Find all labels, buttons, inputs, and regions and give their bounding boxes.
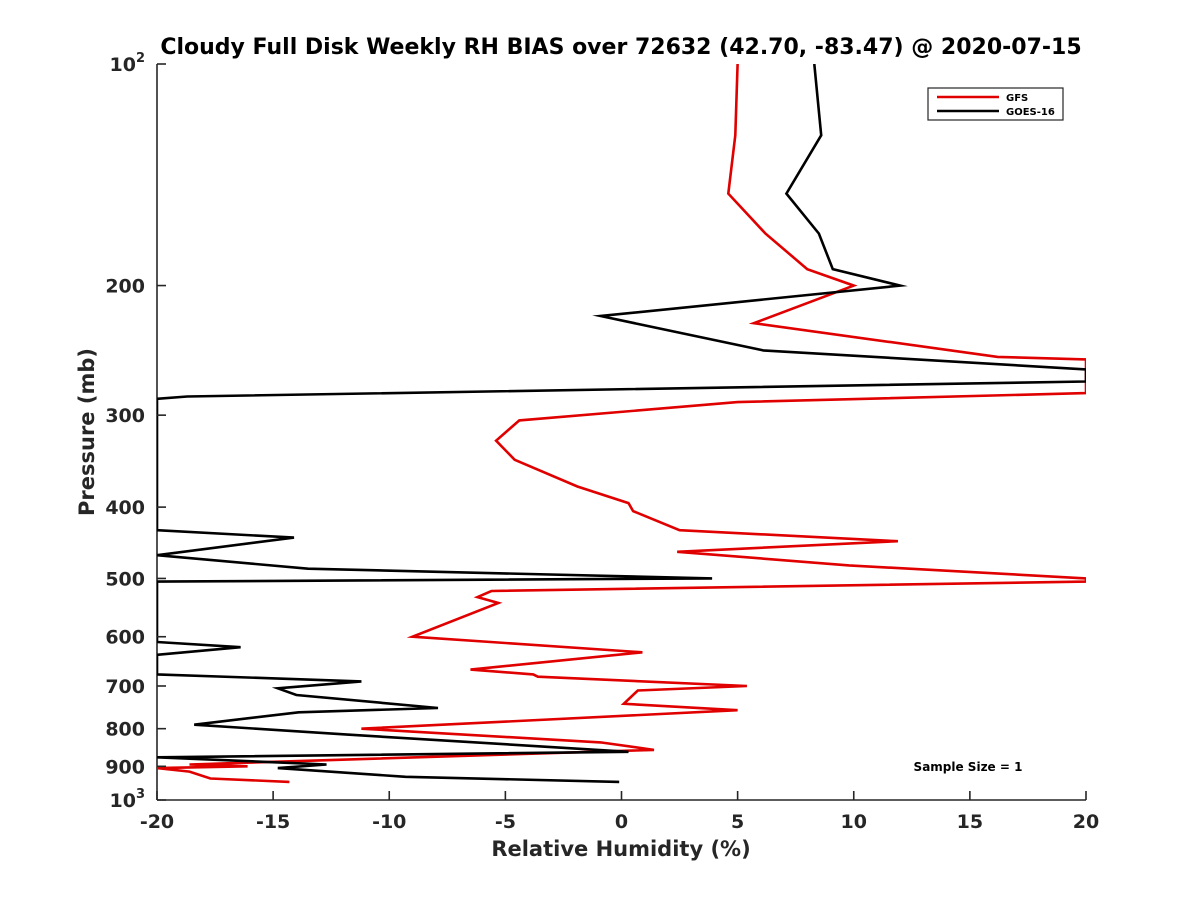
- y-tick-exponent: 3: [136, 787, 145, 802]
- y-tick-label: 700: [105, 676, 145, 698]
- sample-size-annotation: Sample Size = 1: [914, 760, 1023, 774]
- y-tick-label: 103: [110, 787, 146, 812]
- plot-background: [157, 64, 1086, 800]
- x-tick-label: -15: [256, 811, 290, 833]
- x-tick-label: -5: [495, 811, 516, 833]
- series-line-goes16: [157, 64, 1086, 784]
- series-line-gfs: [157, 64, 1086, 784]
- x-axis-ticks: -20 -15 -10 -5 0 5 10 15 20: [140, 791, 1099, 833]
- y-tick-base: 10: [110, 790, 136, 812]
- x-tick-label: 0: [615, 811, 628, 833]
- y-tick-label: 900: [105, 756, 145, 778]
- y-axis-label: Pressure (mb): [75, 348, 99, 516]
- y-tick-label: 102: [110, 51, 146, 76]
- legend-label-gfs: GFS: [1006, 93, 1028, 104]
- chart-title: Cloudy Full Disk Weekly RH BIAS over 726…: [160, 35, 1081, 60]
- x-tick-label: 15: [957, 811, 983, 833]
- y-tick-base: 10: [110, 54, 136, 76]
- x-tick-label: 10: [841, 811, 867, 833]
- y-tick-label: 200: [105, 276, 145, 298]
- legend-box: [927, 87, 1064, 121]
- series-layer: [157, 64, 1086, 784]
- y-tick-label: 600: [105, 627, 145, 649]
- plot-area: [156, 64, 1086, 801]
- x-tick-label: 5: [731, 811, 744, 833]
- x-tick-label: -20: [140, 811, 174, 833]
- y-tick-label: 300: [105, 405, 145, 427]
- x-axis-label: Relative Humidity (%): [491, 837, 750, 861]
- y-tick-label: 800: [105, 719, 145, 741]
- y-tick-label: 400: [105, 497, 145, 519]
- y-tick-label: 500: [105, 568, 145, 590]
- legend-label-goes16: GOES-16: [1006, 107, 1055, 118]
- y-tick-exponent: 2: [136, 51, 145, 66]
- x-tick-label: 20: [1073, 811, 1099, 833]
- legend: GFS GOES-16: [927, 87, 1064, 121]
- x-tick-label: -10: [372, 811, 406, 833]
